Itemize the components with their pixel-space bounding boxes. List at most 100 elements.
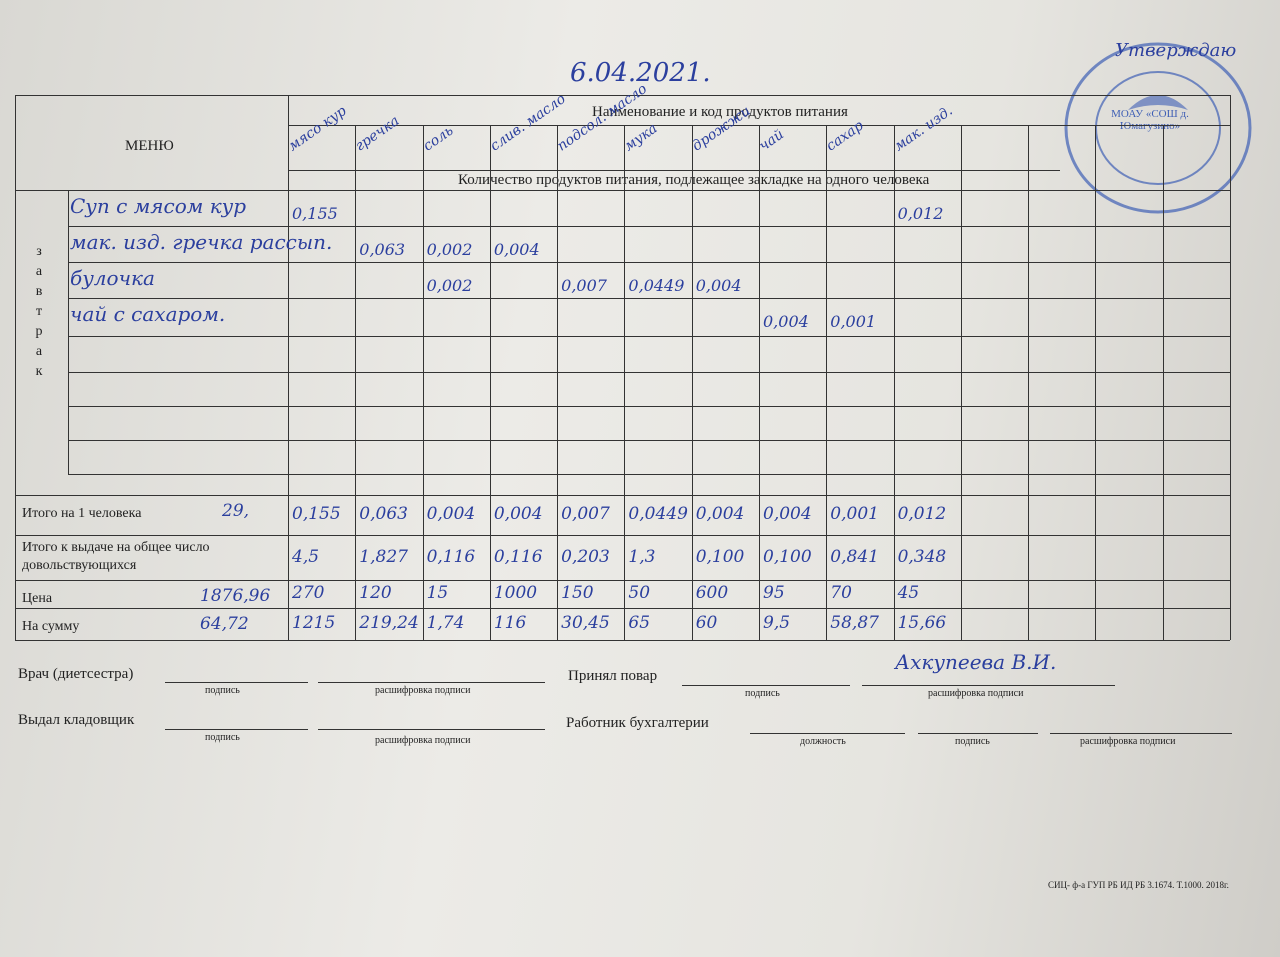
total-label: На сумму: [22, 619, 80, 634]
rule: [68, 372, 1230, 373]
total-value: 1000: [493, 583, 538, 603]
rule: [918, 733, 1038, 734]
quantity: 0,155: [292, 204, 338, 223]
quantity: 0,002: [426, 240, 473, 259]
total-value: 1215: [292, 613, 336, 633]
rule: [68, 298, 1230, 299]
quantity: 0,004: [763, 312, 809, 331]
rule: [165, 729, 308, 730]
quantity: 0,004: [493, 240, 540, 259]
total-value: 15,66: [897, 613, 947, 633]
sign-caption: подпись: [745, 688, 780, 699]
rule: [15, 580, 1230, 581]
total-value: 0,007: [561, 504, 610, 524]
total-value: 0,155: [292, 504, 341, 524]
sign-label: Работник бухгалтерии: [566, 715, 709, 731]
rule: [288, 125, 289, 640]
total-value: 219,24: [359, 613, 419, 633]
sign-label: Выдал кладовщик: [18, 712, 135, 728]
sign-caption: подпись: [205, 685, 240, 696]
total-value: 30,45: [561, 613, 610, 633]
sign-caption: подпись: [205, 732, 240, 743]
total-value: 4,5: [292, 546, 320, 567]
quantity: 0,012: [897, 204, 944, 223]
rule: [1230, 95, 1231, 640]
total-label: Итого на 1 человека: [22, 506, 142, 521]
total-value: 1,827: [359, 546, 408, 567]
quantity-header: Количество продуктов питания, подлежащее…: [458, 172, 930, 188]
rule: [15, 535, 1230, 536]
rule: [960, 125, 962, 640]
rule: [1050, 733, 1232, 734]
total-value: 60: [695, 613, 718, 633]
rule: [682, 685, 850, 686]
total-value: 15: [426, 583, 449, 603]
rule: [68, 406, 1230, 407]
total-value: 0,004: [493, 504, 543, 524]
sign-caption: расшифровка подписи: [375, 685, 471, 696]
rule: [68, 440, 1230, 441]
quantity: 0,0449: [628, 276, 685, 295]
products-header: Наименование и код продуктов питания: [592, 104, 848, 120]
rule: [355, 125, 357, 640]
rule: [1028, 125, 1030, 640]
cook-name: Ахкупеева В.И.: [895, 650, 1057, 674]
total-value: 0,004: [695, 504, 745, 524]
rule: [826, 125, 828, 640]
stamp-org: МОАУ «СОШ д. Юмагузино»: [1111, 108, 1189, 132]
total-note: 1876,96: [200, 586, 271, 606]
rule: [15, 95, 16, 640]
total-label: Цена: [22, 591, 53, 606]
rule: [15, 640, 1230, 641]
total-value: 0,004: [763, 504, 812, 524]
total-value: 0,116: [493, 546, 543, 567]
total-value: 58,87: [830, 613, 879, 633]
rule: [165, 682, 308, 683]
total-value: 0,0449: [628, 504, 688, 524]
rule: [691, 125, 693, 640]
rule: [288, 170, 1060, 171]
total-value: 0,012: [897, 504, 947, 524]
total-value: 0,001: [830, 504, 879, 524]
rule: [318, 729, 545, 730]
total-value: 65: [628, 613, 651, 633]
rule: [68, 190, 1230, 191]
total-value: 0,841: [830, 546, 879, 567]
quantity: 0,004: [695, 276, 742, 295]
product-name: мясо кур: [285, 102, 350, 155]
total-value: 270: [292, 583, 325, 603]
rule: [68, 336, 1230, 337]
rule: [893, 125, 895, 640]
total-note: 64,72: [200, 614, 249, 634]
quantity: 0,007: [561, 276, 607, 295]
sign-label: Врач (диетсестра): [18, 666, 134, 682]
total-value: 0,004: [426, 504, 476, 524]
meal: з а в т р а к: [35, 244, 43, 379]
total-value: 45: [897, 583, 920, 603]
total-value: 600: [695, 583, 729, 603]
sign-caption: расшифровка подписи: [928, 688, 1024, 699]
dish: Суп с мясом кур: [70, 194, 247, 218]
menu-header: МЕНЮ: [125, 138, 174, 154]
total-value: 9,5: [763, 613, 791, 633]
sign-caption: расшифровка подписи: [375, 735, 471, 746]
dish: булочка: [70, 266, 155, 290]
total-label: Итого к выдаче на общее число довольству…: [22, 540, 210, 573]
quantity: 0,063: [359, 240, 406, 259]
total-value: 70: [830, 583, 852, 603]
rule: [422, 125, 424, 640]
quantity: 0,001: [830, 312, 877, 331]
rule: [15, 495, 1230, 496]
sign-caption: расшифровка подписи: [1080, 736, 1176, 747]
rule: [624, 125, 626, 640]
total-value: 0,116: [426, 546, 476, 567]
total-note: 29,: [222, 501, 250, 521]
rule: [318, 682, 545, 683]
rule: [1095, 125, 1097, 640]
date: 6.04.2021.: [570, 58, 711, 88]
product-name: мак. изд.: [890, 102, 956, 155]
rule: [15, 608, 1230, 609]
rule: [68, 190, 69, 474]
rule: [557, 125, 559, 640]
